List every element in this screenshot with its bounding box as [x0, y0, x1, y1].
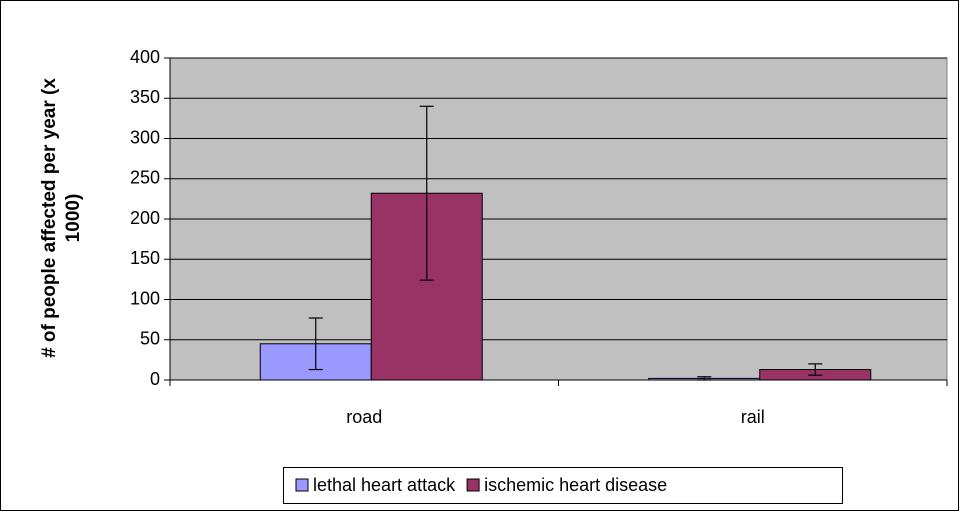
error-bar [697, 376, 712, 381]
y-tick-label: 350 [130, 87, 160, 107]
y-tick-label: 300 [130, 127, 160, 147]
y-tick-label: 0 [150, 369, 160, 389]
error-bar [308, 317, 323, 371]
y-tick-label: 250 [130, 168, 160, 188]
x-tick-label: rail [741, 407, 765, 427]
legend-swatch [295, 478, 309, 492]
y-axis-label: # of people affected per year (x 1000) [39, 78, 84, 358]
x-tick-label: road [346, 407, 382, 427]
y-tick-label: 200 [130, 208, 160, 228]
y-tick-label: 150 [130, 248, 160, 268]
error-bar [808, 363, 823, 376]
y-tick-label: 50 [140, 329, 160, 349]
y-tick-label: 100 [130, 288, 160, 308]
y-tick-label: 400 [130, 47, 160, 67]
legend-label: lethal heart attack [313, 475, 456, 495]
legend [283, 467, 843, 504]
legend-label: ischemic heart disease [484, 475, 667, 495]
legend-swatch [466, 478, 480, 492]
error-bar [419, 105, 434, 281]
